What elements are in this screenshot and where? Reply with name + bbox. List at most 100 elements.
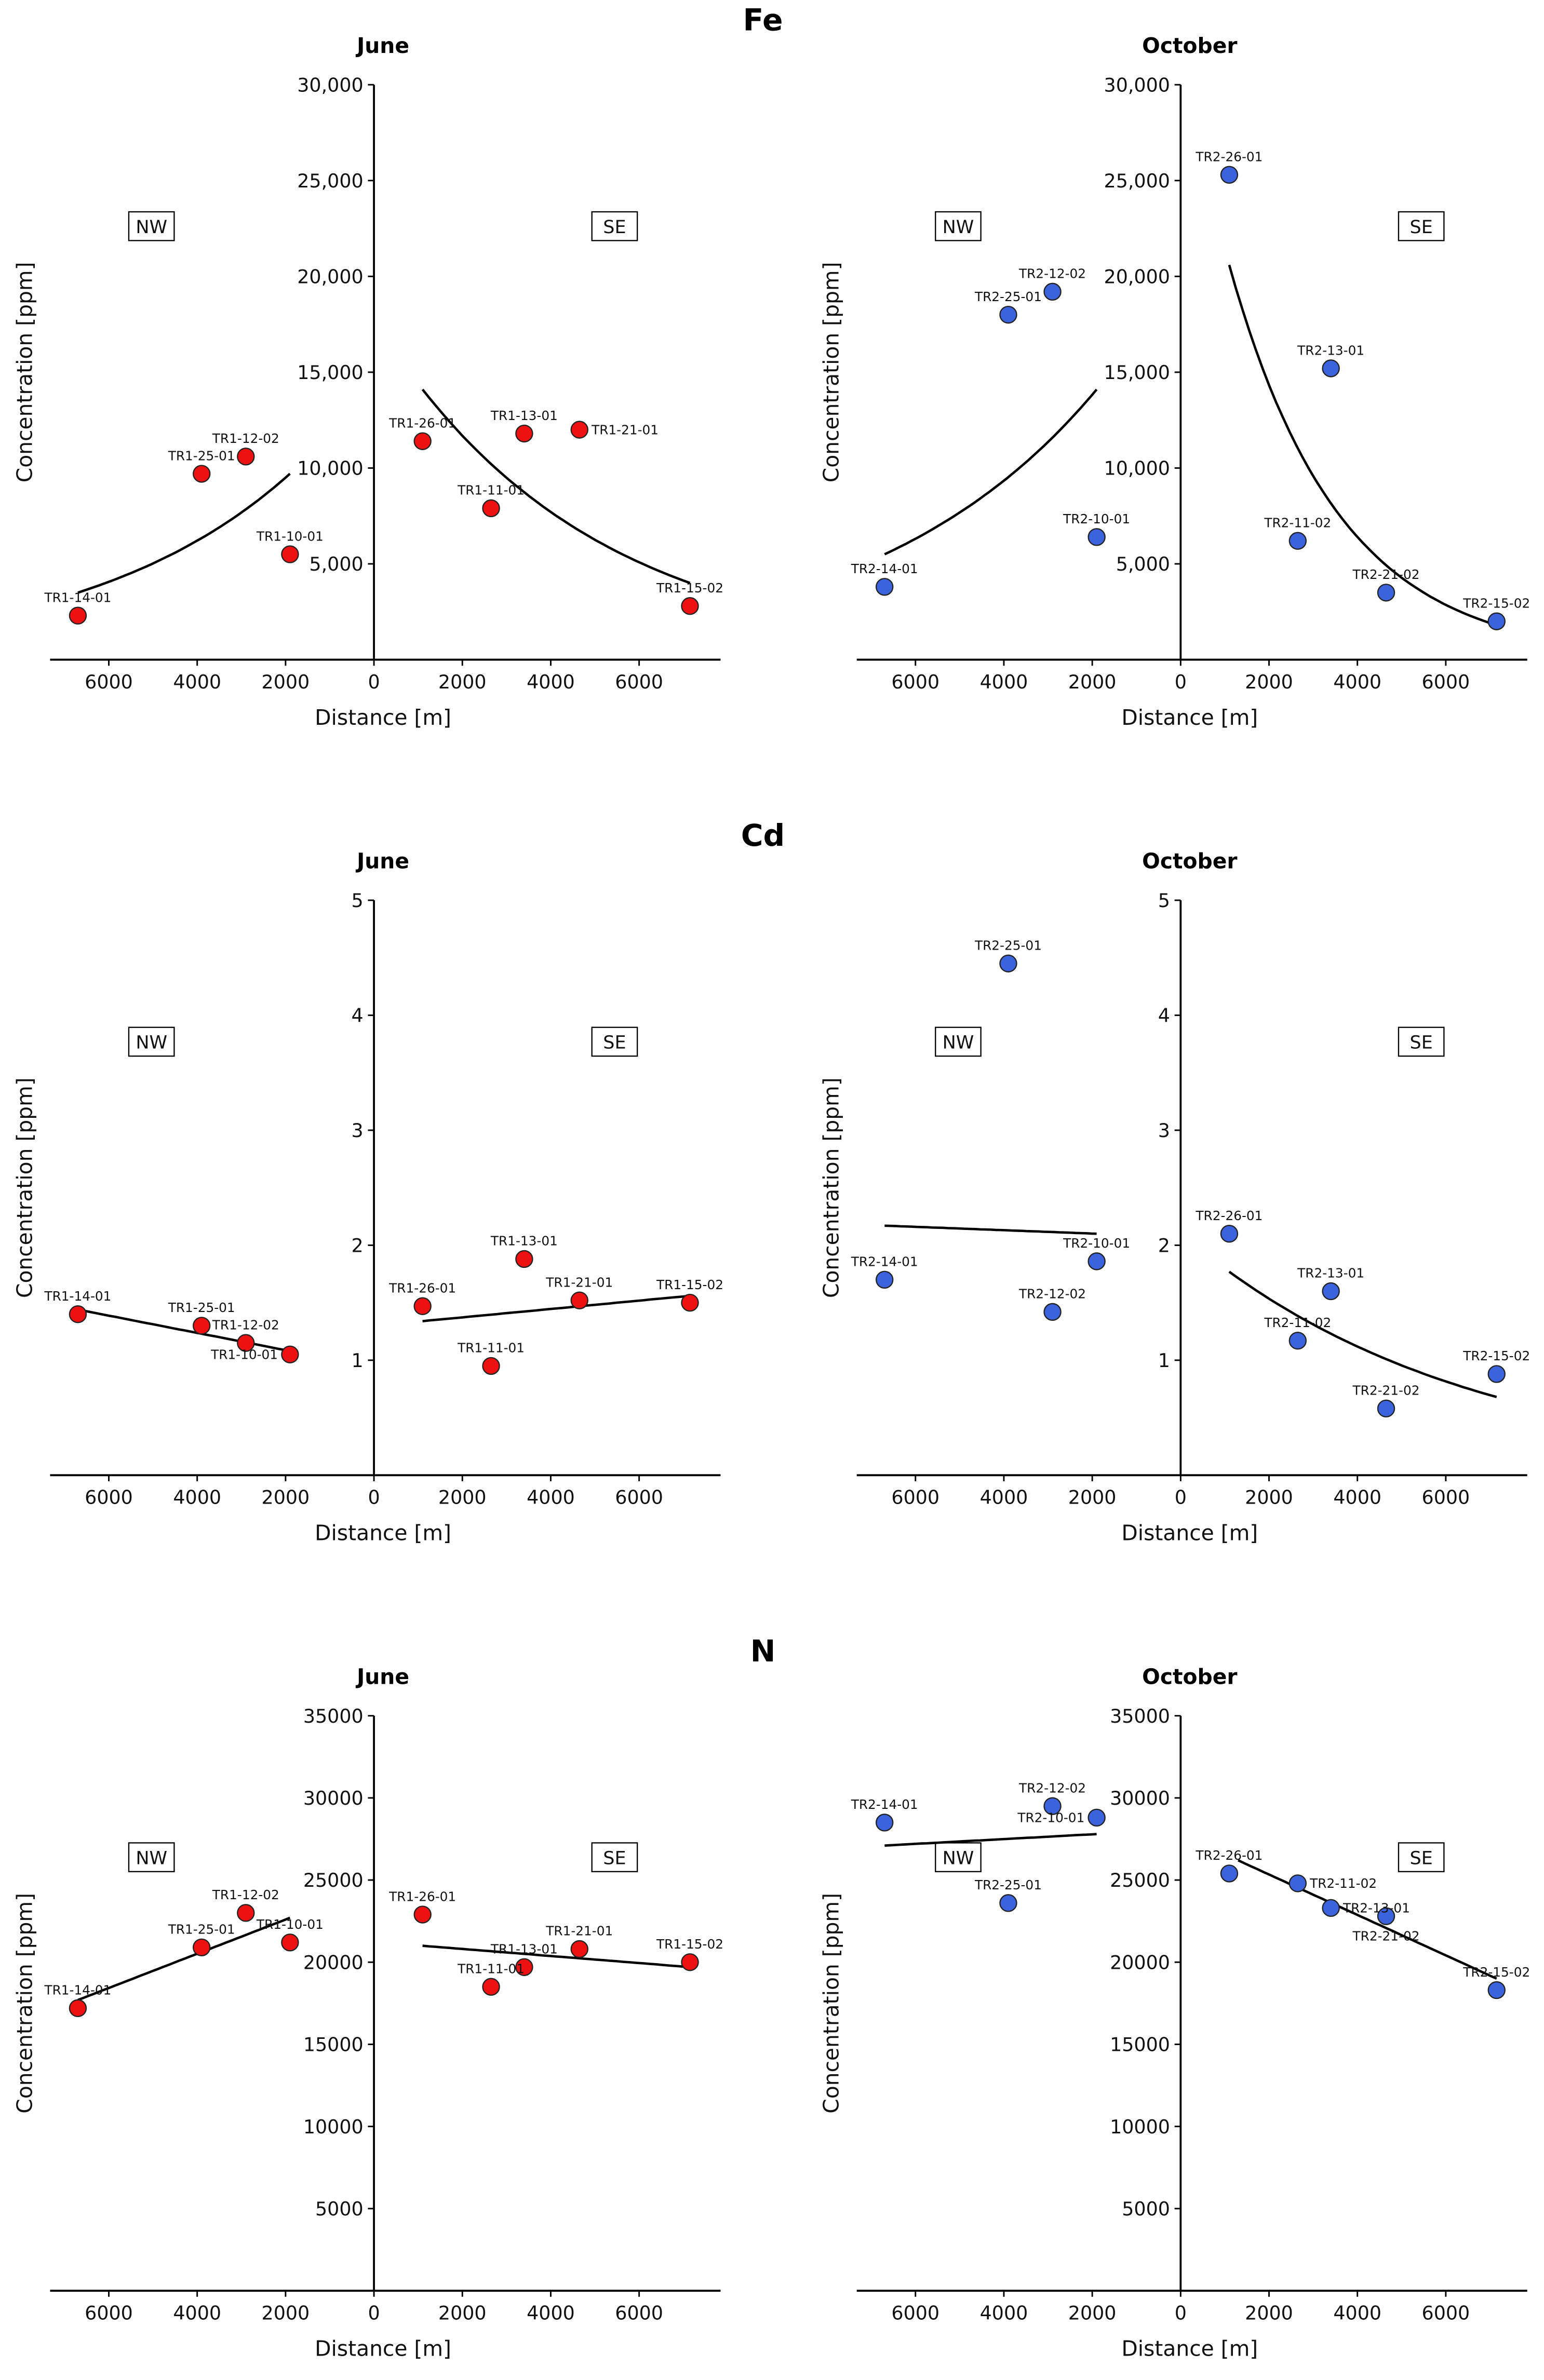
point-label: TR2-10-01 [1063, 511, 1130, 526]
y-tick-label: 25,000 [297, 170, 363, 192]
point-label: TR2-15-02 [1462, 1965, 1530, 1980]
data-point [482, 1357, 500, 1375]
data-point [1377, 584, 1395, 602]
x-tick-label: 2000 [1245, 2302, 1293, 2324]
y-tick-label: 10000 [1110, 2116, 1170, 2138]
data-point [69, 1999, 87, 2018]
trend-line [1238, 1859, 1497, 1980]
point-label: TR2-21-02 [1352, 1928, 1420, 1943]
chart-panel-october-0: October 6000 4000 2000 0 2000 4000 6000 5,000 10,… [819, 33, 1530, 730]
x-tick-label: 6000 [615, 2302, 663, 2324]
x-tick-label: 4000 [173, 671, 221, 693]
point-label: TR1-11-01 [457, 1962, 525, 1977]
data-point [681, 597, 699, 615]
x-tick-label: 0 [368, 671, 380, 693]
data-point [876, 578, 894, 596]
trend-line [77, 472, 291, 594]
x-tick-label: 2000 [1245, 671, 1293, 693]
x-tick-label: 4000 [173, 1486, 221, 1509]
x-tick-label: 6000 [85, 1486, 133, 1509]
y-tick-label: 5000 [315, 2198, 364, 2220]
x-axis-label: Distance [m] [1121, 2336, 1258, 2361]
y-tick-label: 10000 [303, 2116, 364, 2138]
point-label: TR2-14-01 [851, 1797, 918, 1812]
y-tick-label: 20,000 [297, 265, 363, 288]
data-point [69, 606, 87, 625]
chart-title: June [355, 33, 409, 58]
point-label: TR2-11-02 [1264, 515, 1331, 530]
data-point [413, 1297, 432, 1315]
point-label: TR1-21-01 [545, 1924, 613, 1939]
data-point [1220, 1225, 1239, 1243]
y-tick-label: 5,000 [309, 553, 363, 575]
chart-title: June [355, 849, 409, 874]
y-tick-label: 1 [1158, 1349, 1170, 1372]
data-point [681, 1953, 699, 1971]
point-label: TR1-10-01 [210, 1347, 278, 1362]
region-box [591, 211, 638, 241]
y-axis-label: Concentration [ppm] [819, 1077, 844, 1298]
y-tick-label: 20000 [303, 1951, 364, 1973]
x-tick-label: 0 [1175, 2302, 1187, 2324]
y-tick-label: 3 [1158, 1119, 1170, 1142]
y-tick-label: 30,000 [297, 74, 363, 96]
point-label: TR2-25-01 [974, 289, 1042, 304]
y-tick-label: 25000 [1110, 1869, 1170, 1891]
data-point [482, 1978, 500, 1996]
point-label: TR1-26-01 [388, 1281, 456, 1296]
data-point [515, 1958, 533, 1976]
region-label: NW [943, 217, 974, 238]
y-tick-label: 4 [352, 1005, 364, 1027]
point-label: TR2-15-02 [1462, 1348, 1530, 1363]
point-label: TR1-10-01 [256, 1917, 324, 1932]
x-tick-label: 0 [1175, 671, 1187, 693]
y-tick-label: 30000 [1110, 1787, 1170, 1809]
x-tick-label: 2000 [1245, 1486, 1293, 1509]
x-tick-label: 0 [368, 1486, 380, 1509]
region-label: SE [1410, 217, 1433, 238]
x-tick-label: 4000 [173, 2302, 221, 2324]
point-label: TR1-10-01 [256, 529, 324, 544]
trend-line [422, 1944, 690, 1969]
x-tick-label: 6000 [1422, 671, 1470, 693]
trend-line [884, 1833, 1097, 1847]
x-tick-label: 0 [368, 2302, 380, 2324]
point-label: TR2-25-01 [974, 1877, 1042, 1892]
x-axis-label: Distance [m] [1121, 1521, 1258, 1546]
point-label: TR2-14-01 [851, 561, 918, 576]
x-tick-label: 6000 [1422, 1486, 1470, 1509]
point-label: TR2-12-02 [1018, 1287, 1086, 1302]
data-point [1377, 1907, 1395, 1925]
trend-line [884, 1224, 1097, 1235]
point-label: TR1-14-01 [44, 590, 111, 605]
region-label: SE [1410, 1848, 1433, 1869]
data-point [1377, 1399, 1395, 1418]
x-tick-label: 4000 [1333, 1486, 1381, 1509]
trend-line [884, 388, 1098, 556]
y-axis-label: Concentration [ppm] [819, 1893, 844, 2114]
y-tick-label: 10,000 [297, 457, 363, 480]
x-tick-label: 2000 [262, 671, 310, 693]
y-tick-label: 20,000 [1104, 265, 1170, 288]
x-tick-label: 2000 [1068, 1486, 1117, 1509]
data-point [1322, 1282, 1340, 1301]
y-axis-label: Concentration [ppm] [819, 262, 844, 482]
x-tick-label: 6000 [615, 1486, 663, 1509]
point-label: TR2-12-02 [1018, 1780, 1086, 1795]
x-tick-label: 6000 [891, 2302, 939, 2324]
chart-title: October [1142, 33, 1237, 58]
element-title: Cd [741, 818, 785, 853]
region-box [1398, 1026, 1445, 1057]
x-tick-label: 2000 [438, 2302, 487, 2324]
region-box [1398, 1842, 1445, 1873]
y-tick-label: 25,000 [1104, 170, 1170, 192]
region-label: SE [603, 1848, 626, 1869]
point-label: TR2-12-02 [1018, 266, 1086, 281]
data-point [570, 1940, 588, 1958]
region-label: NW [943, 1848, 974, 1869]
y-axis-label: Concentration [ppm] [12, 1077, 37, 1298]
point-label: TR1-15-02 [656, 580, 723, 596]
trend-line [1228, 1270, 1497, 1398]
region-box [935, 211, 982, 241]
